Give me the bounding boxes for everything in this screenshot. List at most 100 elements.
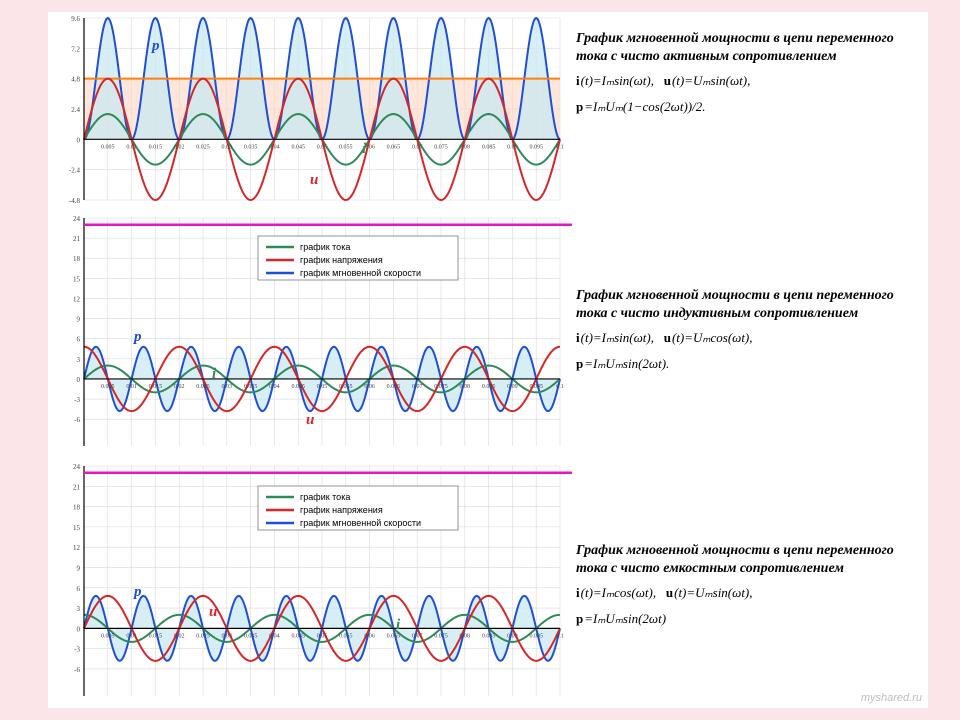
svg-text:0.01: 0.01 bbox=[126, 144, 137, 150]
svg-text:0.055: 0.055 bbox=[339, 633, 353, 639]
svg-text:график тока: график тока bbox=[300, 242, 350, 252]
svg-text:0.1: 0.1 bbox=[556, 384, 564, 390]
svg-text:0.06: 0.06 bbox=[364, 633, 375, 639]
svg-text:-6: -6 bbox=[74, 416, 80, 424]
svg-text:0.04: 0.04 bbox=[269, 384, 280, 390]
svg-text:0.03: 0.03 bbox=[222, 633, 233, 639]
eq-p: p=IₘUₘsin(2ωt) bbox=[576, 611, 926, 627]
svg-text:24: 24 bbox=[73, 463, 81, 471]
svg-text:0.1: 0.1 bbox=[556, 633, 564, 639]
eq-i: i(t)=Iₘsin(ωt), u(t)=Uₘcos(ωt), bbox=[576, 330, 926, 346]
panel-title: График мгновенной мощности в цепи переме… bbox=[576, 542, 926, 577]
svg-text:4.8: 4.8 bbox=[71, 76, 80, 84]
svg-text:0.01: 0.01 bbox=[126, 633, 137, 639]
panel-text-active: График мгновенной мощности в цепи переме… bbox=[576, 30, 926, 117]
svg-text:p: p bbox=[132, 329, 142, 345]
svg-text:0.065: 0.065 bbox=[387, 633, 401, 639]
svg-text:21: 21 bbox=[73, 235, 81, 243]
svg-text:0.04: 0.04 bbox=[269, 144, 280, 150]
eq-p: p=IₘUₘsin(2ωt). bbox=[576, 356, 926, 372]
svg-text:график напряжения: график напряжения bbox=[300, 505, 383, 515]
svg-text:0.03: 0.03 bbox=[222, 384, 233, 390]
panel-text-capacitive: График мгновенной мощности в цепи переме… bbox=[576, 542, 926, 629]
svg-text:-6: -6 bbox=[74, 666, 80, 674]
svg-text:18: 18 bbox=[73, 504, 81, 512]
svg-text:0.065: 0.065 bbox=[387, 144, 401, 150]
svg-text:график мгновенной скорости: график мгновенной скорости bbox=[300, 518, 421, 528]
svg-text:0.035: 0.035 bbox=[244, 384, 258, 390]
svg-text:0.045: 0.045 bbox=[291, 144, 305, 150]
svg-text:0.025: 0.025 bbox=[196, 384, 210, 390]
svg-text:0.045: 0.045 bbox=[291, 384, 305, 390]
svg-text:0.075: 0.075 bbox=[434, 144, 448, 150]
panel-title: График мгновенной мощности в цепи переме… bbox=[576, 287, 926, 322]
svg-text:0.08: 0.08 bbox=[460, 144, 471, 150]
svg-text:0.02: 0.02 bbox=[174, 384, 185, 390]
svg-text:0.005: 0.005 bbox=[101, 144, 115, 150]
svg-text:0.02: 0.02 bbox=[174, 144, 185, 150]
svg-text:0.01: 0.01 bbox=[126, 384, 137, 390]
svg-text:-3: -3 bbox=[74, 396, 80, 404]
svg-text:0.04: 0.04 bbox=[269, 633, 280, 639]
svg-text:0.015: 0.015 bbox=[149, 144, 163, 150]
svg-text:0.06: 0.06 bbox=[364, 384, 375, 390]
panel-text-inductive: График мгновенной мощности в цепи переме… bbox=[576, 287, 926, 374]
svg-text:0.055: 0.055 bbox=[339, 144, 353, 150]
svg-text:-2.4: -2.4 bbox=[69, 167, 81, 175]
svg-text:6: 6 bbox=[77, 585, 81, 593]
svg-text:график мгновенной скорости: график мгновенной скорости bbox=[300, 268, 421, 278]
svg-text:0.045: 0.045 bbox=[291, 633, 305, 639]
svg-text:0: 0 bbox=[77, 625, 81, 633]
svg-text:3: 3 bbox=[77, 605, 81, 613]
svg-text:0.065: 0.065 bbox=[387, 384, 401, 390]
svg-text:p: p bbox=[150, 38, 160, 54]
svg-text:u: u bbox=[306, 412, 314, 428]
svg-text:0.02: 0.02 bbox=[174, 633, 185, 639]
panel-title: График мгновенной мощности в цепи переме… bbox=[576, 30, 926, 65]
svg-text:0.095: 0.095 bbox=[529, 384, 543, 390]
svg-text:0.035: 0.035 bbox=[244, 633, 258, 639]
svg-text:0.075: 0.075 bbox=[434, 633, 448, 639]
svg-text:0.005: 0.005 bbox=[101, 384, 115, 390]
svg-text:9.6: 9.6 bbox=[71, 15, 80, 23]
svg-text:u: u bbox=[310, 172, 318, 188]
svg-text:0.005: 0.005 bbox=[101, 633, 115, 639]
svg-text:p: p bbox=[132, 584, 142, 600]
chart-panel-active: 0.0050.010.0150.020.0250.030.0350.040.04… bbox=[48, 12, 572, 207]
svg-text:0.025: 0.025 bbox=[196, 633, 210, 639]
svg-text:12: 12 bbox=[73, 544, 81, 552]
svg-text:24: 24 bbox=[73, 215, 81, 223]
svg-text:0.07: 0.07 bbox=[412, 144, 423, 150]
svg-text:0.05: 0.05 bbox=[317, 633, 328, 639]
svg-text:0.1: 0.1 bbox=[556, 144, 564, 150]
svg-text:0.03: 0.03 bbox=[222, 144, 233, 150]
eq-i: i(t)=Iₘsin(ωt), u(t)=Uₘsin(ωt), bbox=[576, 73, 926, 89]
svg-text:0.085: 0.085 bbox=[482, 633, 496, 639]
svg-text:0.07: 0.07 bbox=[412, 384, 423, 390]
svg-text:график напряжения: график напряжения bbox=[300, 255, 383, 265]
svg-text:0: 0 bbox=[77, 376, 81, 384]
svg-text:0.09: 0.09 bbox=[507, 384, 518, 390]
svg-text:21: 21 bbox=[73, 483, 81, 491]
svg-text:0.085: 0.085 bbox=[482, 384, 496, 390]
svg-text:-3: -3 bbox=[74, 646, 80, 654]
svg-text:9: 9 bbox=[77, 316, 81, 324]
watermark: myshared.ru bbox=[861, 692, 922, 704]
sheet: 0.005 0.01 0.015 0.02 0.025 0.03 0.035 0.04 0.04… bbox=[48, 12, 928, 708]
svg-text:2.4: 2.4 bbox=[71, 106, 80, 114]
svg-text:0.075: 0.075 bbox=[434, 384, 448, 390]
chart-panel-inductive: 0.0050.010.0150.020.0250.030.0350.040.04… bbox=[48, 212, 572, 452]
svg-text:0.07: 0.07 bbox=[412, 633, 423, 639]
svg-text:0.08: 0.08 bbox=[460, 633, 471, 639]
svg-text:15: 15 bbox=[73, 275, 81, 283]
svg-text:0.025: 0.025 bbox=[196, 144, 210, 150]
svg-text:0.055: 0.055 bbox=[339, 384, 353, 390]
svg-text:0.085: 0.085 bbox=[482, 144, 496, 150]
svg-text:7.2: 7.2 bbox=[71, 45, 80, 53]
svg-text:0.05: 0.05 bbox=[317, 144, 328, 150]
svg-text:-4.8: -4.8 bbox=[69, 197, 81, 205]
svg-text:0: 0 bbox=[77, 136, 81, 144]
eq-i: i(t)=Iₘcos(ωt), u(t)=Uₘsin(ωt), bbox=[576, 585, 926, 601]
svg-text:0.09: 0.09 bbox=[507, 633, 518, 639]
svg-text:график тока: график тока bbox=[300, 492, 350, 502]
